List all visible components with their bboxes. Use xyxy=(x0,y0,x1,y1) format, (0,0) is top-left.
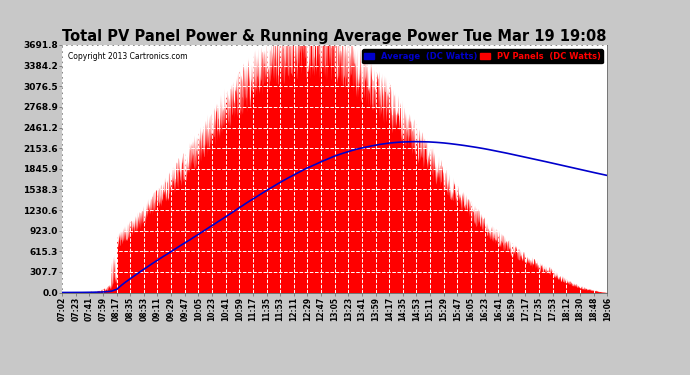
Title: Total PV Panel Power & Running Average Power Tue Mar 19 19:08: Total PV Panel Power & Running Average P… xyxy=(62,29,607,44)
Text: Copyright 2013 Cartronics.com: Copyright 2013 Cartronics.com xyxy=(68,53,187,62)
Legend: Average  (DC Watts), PV Panels  (DC Watts): Average (DC Watts), PV Panels (DC Watts) xyxy=(362,49,603,63)
